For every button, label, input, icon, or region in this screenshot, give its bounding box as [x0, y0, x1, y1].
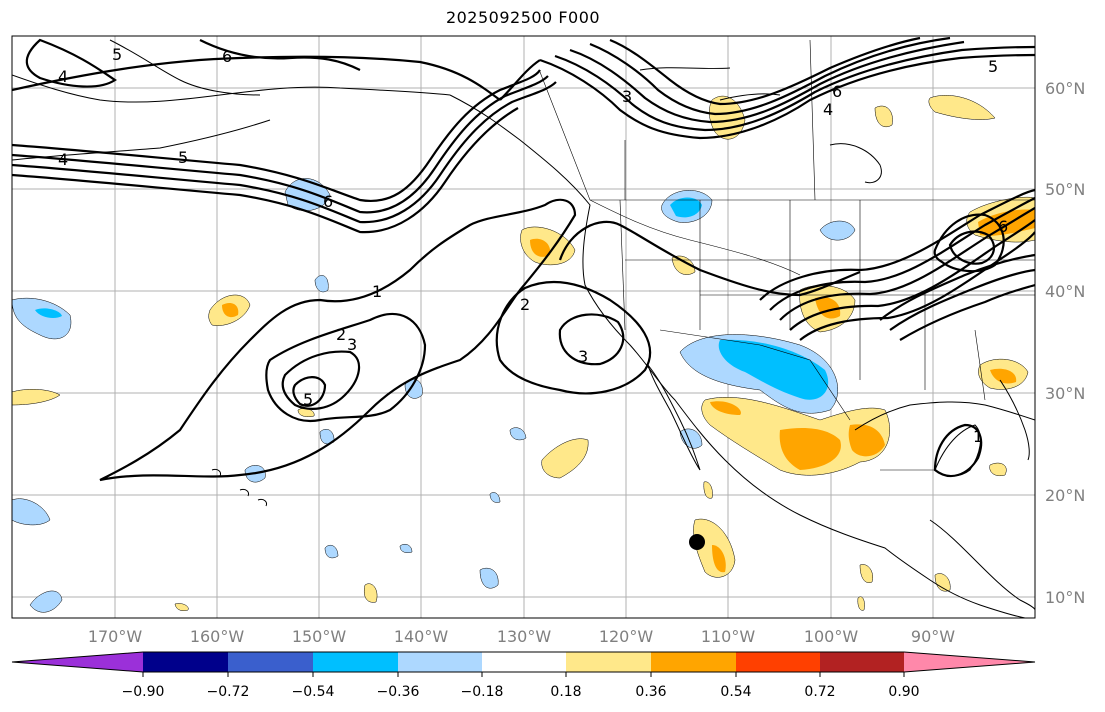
colorbar: −0.90 −0.72 −0.54 −0.36 −0.18 0.18 0.36 … [11, 651, 1036, 700]
colorbar-bin [736, 652, 820, 672]
colorbar-tick-label: −0.90 [122, 684, 165, 700]
colorbar-ticks [142, 672, 905, 677]
colorbar-tick-label: −0.72 [207, 684, 250, 700]
colorbar-extend-min [12, 652, 143, 672]
lon-label: 170°W [88, 627, 143, 646]
colorbar-bin [482, 652, 566, 672]
storm-marker [689, 534, 705, 550]
colorbar-tick-label: 0.18 [550, 684, 581, 700]
contour-lines [12, 36, 1035, 482]
contour-label: 1 [372, 282, 382, 301]
lon-label: 130°W [497, 627, 552, 646]
contour-label: 4 [58, 150, 68, 169]
colorbar-tick-label: 0.72 [804, 684, 835, 700]
latitude-axis: 60°N 50°N 40°N 30°N 20°N 10°N [1045, 79, 1085, 607]
colorbar-tick-label: 0.90 [888, 684, 919, 700]
colorbar-bin [313, 652, 398, 672]
lon-label: 150°W [292, 627, 347, 646]
contour-label: 6 [998, 217, 1008, 236]
lat-label: 40°N [1045, 282, 1085, 301]
lat-label: 30°N [1045, 384, 1085, 403]
colorbar-bin [398, 652, 482, 672]
colorbar-bin [566, 652, 651, 672]
contour-label: 3 [578, 347, 588, 366]
lon-label: 120°W [599, 627, 654, 646]
colorbar-tick-label: −0.18 [461, 684, 504, 700]
contour-label: 6 [832, 82, 842, 101]
colorbar-bin [228, 652, 313, 672]
contour-label: 4 [823, 100, 833, 119]
anomaly-fills [12, 95, 1035, 613]
contour-label-group: 4 6 5 3 4 5 6 1 2 3 5 2 3 6 4 6 5 1 [58, 45, 1008, 446]
colorbar-extend-max [904, 652, 1035, 672]
contour-label: 4 [58, 67, 68, 86]
map-title: 2025092500 F000 [445, 8, 601, 27]
contour-label: 1 [973, 427, 983, 446]
colorbar-bin [143, 652, 228, 672]
contour-label: 5 [988, 57, 998, 76]
contour-label: 5 [112, 45, 122, 64]
lon-label: 90°W [911, 627, 955, 646]
political-borders [539, 39, 1035, 471]
colorbar-tick-label: 0.54 [720, 684, 751, 700]
contour-label: 2 [336, 325, 346, 344]
contour-label: 6 [222, 47, 232, 66]
contour-label: 6 [323, 192, 333, 211]
colorbar-bin [820, 652, 904, 672]
colorbar-tick-label: 0.36 [635, 684, 666, 700]
colorbar-tick-label: −0.54 [292, 684, 335, 700]
lon-label: 140°W [394, 627, 449, 646]
lon-label: 160°W [190, 627, 245, 646]
contour-label: 5 [178, 148, 188, 167]
lon-label: 110°W [701, 627, 756, 646]
contour-label: 3 [347, 335, 357, 354]
longitude-axis: 170°W 160°W 150°W 140°W 130°W 120°W 110°… [88, 627, 955, 646]
lon-label: 100°W [804, 627, 859, 646]
contour-label: 2 [520, 295, 530, 314]
lat-label: 50°N [1045, 180, 1085, 199]
lat-label: 20°N [1045, 486, 1085, 505]
map-frame [11, 35, 1036, 619]
contour-label: 3 [622, 87, 632, 106]
contour-label: 5 [303, 390, 313, 409]
lat-label: 10°N [1045, 588, 1085, 607]
lat-label: 60°N [1045, 79, 1085, 98]
map-area [12, 36, 1035, 618]
colorbar-bin [651, 652, 736, 672]
colorbar-tick-label: −0.36 [377, 684, 420, 700]
